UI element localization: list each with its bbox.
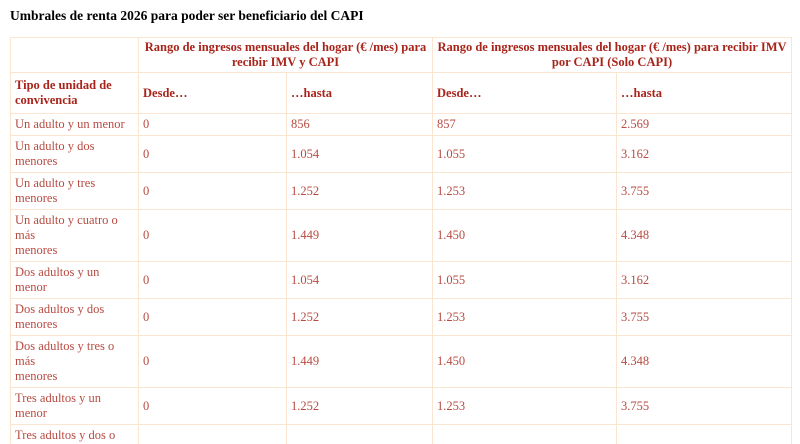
table-row: Dos adultos y un menor 0 1.054 1.055 3.162: [10, 261, 793, 299]
row-value-cell: 1.054: [286, 135, 433, 173]
row-value-cell: 0: [138, 424, 287, 444]
row-value-cell: 1.252: [286, 387, 433, 425]
row-value-cell: 1.449: [286, 424, 433, 444]
row-label-cell: Dos adultos y dos menores: [10, 298, 139, 336]
column-header-unit-type: Tipo de unidad de convivencia: [10, 72, 139, 114]
row-label-cell: Dos adultos y un menor: [10, 261, 139, 299]
row-label-cell: Un adulto y cuatro o más menores: [10, 209, 139, 262]
row-value-cell: 0: [138, 135, 287, 173]
table-row: Dos adultos y tres o más menores 0 1.449 1.…: [10, 335, 793, 388]
row-value-cell: 3.162: [615, 135, 793, 173]
row-label-cell: Tres adultos y un menor: [10, 387, 139, 425]
row-value-cell: 0: [138, 261, 287, 299]
row-value-cell: 856: [286, 113, 433, 136]
row-label-cell: Un adulto y dos menores: [10, 135, 139, 173]
column-header-hasta-1: …hasta: [286, 72, 433, 114]
row-value-cell: 3.162: [615, 261, 793, 299]
row-label-cell: Tres adultos y dos o más menores: [10, 424, 139, 444]
row-value-cell: 0: [138, 209, 287, 262]
row-label-cell: Dos adultos y tres o más menores: [10, 335, 139, 388]
row-value-cell: 1.253: [432, 298, 617, 336]
row-value-cell: 3.755: [615, 387, 793, 425]
empty-header-cell: [10, 37, 139, 73]
row-value-cell: 0: [138, 298, 287, 336]
row-value-cell: 1.252: [286, 298, 433, 336]
column-header-desde-1: Desde…: [138, 72, 287, 114]
row-value-cell: 1.449: [286, 335, 433, 388]
row-value-cell: 4.348: [615, 335, 793, 388]
row-value-cell: 2.569: [615, 113, 793, 136]
page-title: Umbrales de renta 2026 para poder ser be…: [10, 8, 364, 23]
table-row: Un adulto y un menor 0 856 857 2.569: [10, 113, 793, 136]
row-value-cell: 0: [138, 335, 287, 388]
row-label-cell: Un adulto y un menor: [10, 113, 139, 136]
row-value-cell: 1.252: [286, 172, 433, 210]
row-value-cell: 1.253: [432, 387, 617, 425]
row-value-cell: 4.348: [615, 424, 793, 444]
row-value-cell: 857: [432, 113, 617, 136]
row-value-cell: 1.450: [432, 209, 617, 262]
table-body: Un adulto y un menor 0 856 857 2.569 Un adult…: [10, 113, 793, 444]
row-value-cell: 1.450: [432, 424, 617, 444]
thresholds-table: Rango de ingresos mensuales del hogar (€…: [10, 37, 793, 444]
table-row: Un adulto y dos menores 0 1.054 1.055 3.162: [10, 135, 793, 173]
table-row: Dos adultos y dos menores 0 1.252 1.253 3.75…: [10, 298, 793, 336]
row-value-cell: 0: [138, 113, 287, 136]
row-value-cell: 3.755: [615, 298, 793, 336]
table-row: Tres adultos y dos o más menores01.4491.…: [10, 424, 793, 444]
row-value-cell: 1.055: [432, 261, 617, 299]
row-value-cell: 1.054: [286, 261, 433, 299]
row-value-cell: 1.449: [286, 209, 433, 262]
group-header-solo-capi: Rango de ingresos mensuales del hogar (€…: [431, 37, 793, 73]
group-header-row: Rango de ingresos mensuales del hogar (€…: [10, 37, 793, 73]
row-value-cell: 1.450: [432, 335, 617, 388]
column-header-desde-2: Desde…: [432, 72, 617, 114]
table-row: Un adulto y cuatro o más menores 0 1.449 1.…: [10, 209, 793, 262]
column-header-row: Tipo de unidad de convivencia Desde… …ha…: [10, 72, 793, 114]
column-header-hasta-2: …hasta: [615, 72, 793, 114]
table-head: Rango de ingresos mensuales del hogar (€…: [10, 37, 793, 114]
row-value-cell: 1.253: [432, 172, 617, 210]
group-header-imv-capi: Rango de ingresos mensuales del hogar (€…: [138, 37, 433, 73]
row-value-cell: 1.055: [432, 135, 617, 173]
row-value-cell: 0: [138, 387, 287, 425]
row-value-cell: 0: [138, 172, 287, 210]
table-row: Tres adultos y un menor 0 1.252 1.253 3.755: [10, 387, 793, 425]
row-label-cell: Un adulto y tres menores: [10, 172, 139, 210]
table-row: Un adulto y tres menores 0 1.252 1.253 3.755: [10, 172, 793, 210]
row-value-cell: 3.755: [615, 172, 793, 210]
row-value-cell: 4.348: [615, 209, 793, 262]
